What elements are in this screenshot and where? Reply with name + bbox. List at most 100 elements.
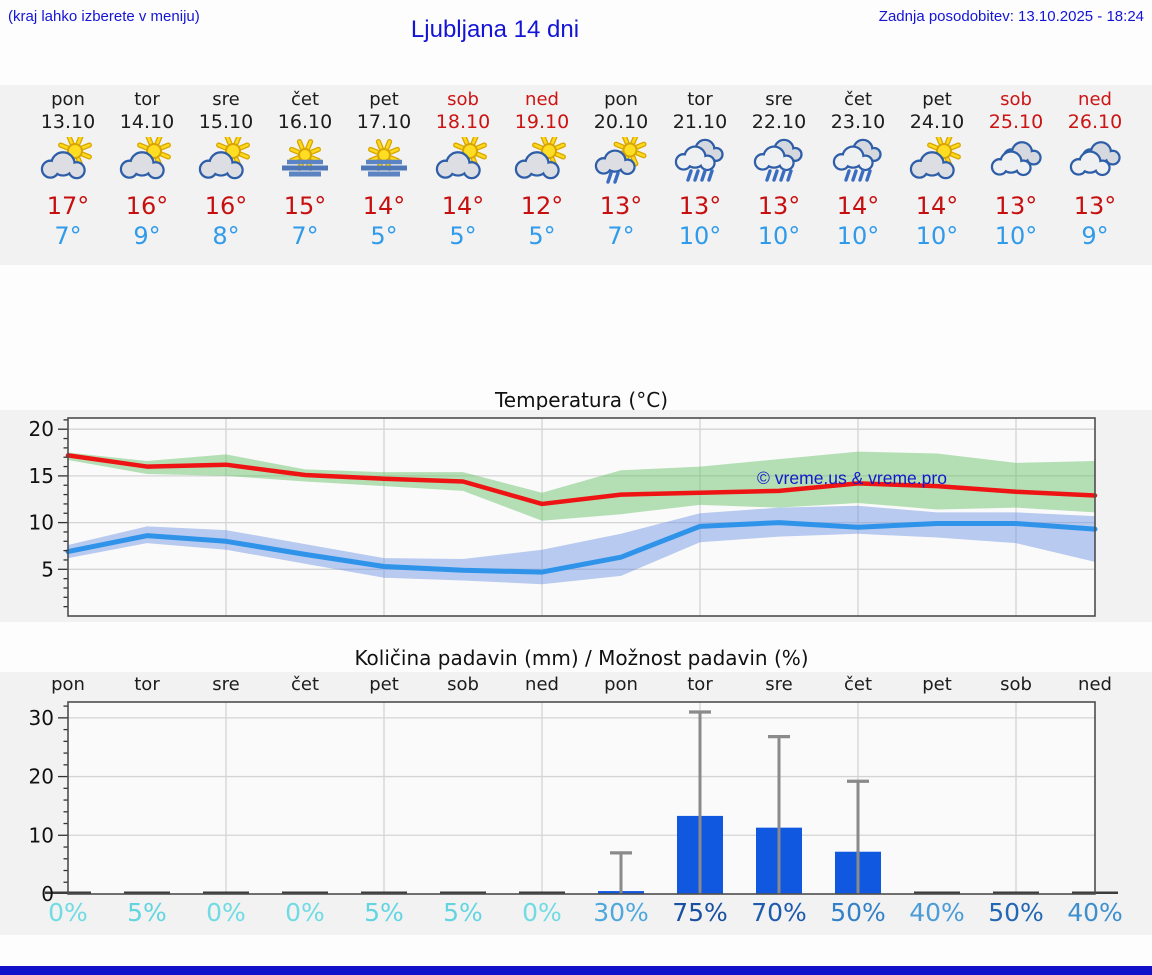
- precip-probability-label: 40%: [1067, 898, 1123, 927]
- y-tick-label: 5: [41, 557, 54, 581]
- day-date: 17.10: [356, 111, 412, 133]
- low-temp-line: [65, 520, 1098, 575]
- forecast-day: pon 20.10 13° 7°: [582, 85, 661, 265]
- day-name: pon: [51, 89, 85, 110]
- cloudy-icon: [990, 141, 1042, 177]
- day-date: 18.10: [435, 111, 491, 133]
- temperature-chart-title: Temperatura (°C): [494, 388, 668, 412]
- low-temp: 5°: [528, 222, 556, 250]
- y-tick-label: 10: [29, 823, 54, 847]
- y-tick-label: 30: [29, 706, 54, 730]
- day-name: čet: [843, 89, 873, 110]
- precip-zero-mark: [124, 891, 170, 894]
- precip-probability-label: 50%: [830, 898, 886, 927]
- partly-cloudy-icon: [435, 134, 487, 180]
- precip-zero-mark: [440, 891, 486, 894]
- partly-cloudy-icon: [198, 134, 250, 180]
- low-temp: 9°: [133, 222, 161, 250]
- watermark-link[interactable]: © vreme.us & vreme.pro: [757, 468, 947, 488]
- precip-day-label: pon: [51, 674, 85, 695]
- precip-probability-label: 0%: [48, 898, 88, 927]
- precip-percent-row: 0% 5% 0% 0% 5% 5% 0% 30% 75% 70% 50% 40% 50% 40%: [0, 898, 1152, 934]
- day-name: sre: [212, 89, 240, 110]
- precip-day-label: tor: [134, 674, 160, 695]
- low-temp: 5°: [449, 222, 477, 250]
- weather-icon: [513, 134, 571, 185]
- high-temp: 16°: [125, 192, 169, 220]
- day-date: 19.10: [514, 111, 570, 133]
- high-temp: 14°: [836, 192, 880, 220]
- precip-day-label: tor: [687, 674, 713, 695]
- fog-sun-icon: [282, 139, 328, 177]
- precip-probability-label: 30%: [593, 898, 649, 927]
- day-name: pet: [369, 89, 399, 110]
- day-date: 15.10: [198, 111, 254, 133]
- precip-probability-label: 0%: [206, 898, 246, 927]
- y-tick-label: 15: [29, 464, 54, 488]
- precip-probability-label: 5%: [127, 898, 167, 927]
- high-temp: 13°: [599, 192, 643, 220]
- precip-probability-label: 50%: [988, 898, 1044, 927]
- partly-cloudy-icon: [909, 134, 961, 180]
- precip-day-label: sob: [1000, 674, 1032, 695]
- forecast-day: sob 18.10 14° 5°: [424, 85, 503, 265]
- precip-zero-mark: [519, 891, 565, 894]
- day-date: 23.10: [830, 111, 886, 133]
- precip-probability-label: 5%: [443, 898, 483, 927]
- low-temp: 5°: [370, 222, 398, 250]
- forecast-day: sre 15.10 16° 8°: [187, 85, 266, 265]
- last-updated-text: Zadnja posodobitev: 13.10.2025 - 18:24: [878, 8, 1144, 25]
- weather-icon: [750, 137, 808, 185]
- precip-day-label: ned: [1078, 674, 1112, 695]
- low-temp: 10°: [836, 222, 880, 250]
- day-name: tor: [134, 89, 160, 110]
- sun-cloud-rain-icon: [594, 133, 647, 184]
- high-temp: 15°: [283, 192, 327, 220]
- high-temp: 14°: [915, 192, 959, 220]
- precip-day-labels: pon tor sre čet pet sob ned pon tor sre čet pet sob n…: [0, 674, 1152, 698]
- forecast-day: tor 14.10 16° 9°: [108, 85, 187, 265]
- day-name: pet: [922, 89, 952, 110]
- day-name: sob: [447, 89, 479, 110]
- y-tick-label: 20: [29, 417, 54, 441]
- low-temp: 7°: [54, 222, 82, 250]
- forecast-day: pet 24.10 14° 10°: [898, 85, 977, 265]
- precip-zero-mark: [993, 891, 1039, 894]
- day-date: 21.10: [672, 111, 728, 133]
- partly-cloudy-icon: [40, 134, 92, 180]
- low-temp: 7°: [607, 222, 635, 250]
- footer-bar: [0, 966, 1152, 975]
- cloudy-icon: [1069, 141, 1121, 177]
- fog-sun-icon: [361, 139, 407, 177]
- precip-zero-mark: [282, 891, 328, 894]
- weather-icon: [434, 134, 492, 185]
- weather-icon: [39, 134, 97, 185]
- low-temp: 10°: [994, 222, 1038, 250]
- day-name: tor: [687, 89, 713, 110]
- day-date: 14.10: [119, 111, 175, 133]
- day-name: sre: [765, 89, 793, 110]
- y-tick-label: 10: [29, 511, 54, 535]
- precip-day-label: pon: [604, 674, 638, 695]
- high-temp: 13°: [757, 192, 801, 220]
- low-temp: 10°: [678, 222, 722, 250]
- high-temp: 13°: [994, 192, 1038, 220]
- precip-day-label: pet: [922, 674, 952, 695]
- day-date: 13.10: [40, 111, 96, 133]
- precip-probability-label: 0%: [285, 898, 325, 927]
- precip-day-label: čet: [843, 674, 873, 695]
- forecast-strip: pon 13.10 17° 7° tor 14.10: [0, 85, 1152, 265]
- day-name: ned: [525, 89, 559, 110]
- precip-probability-label: 70%: [751, 898, 807, 927]
- precip-zero-mark: [914, 891, 960, 894]
- precip-day-label: sre: [765, 674, 793, 695]
- weather-icon: [197, 134, 255, 185]
- page-title: Ljubljana 14 dni: [410, 16, 580, 43]
- precipitation-chart: 0 10 20 30: [29, 701, 1118, 904]
- precip-day-label: sob: [447, 674, 479, 695]
- day-name: ned: [1078, 89, 1112, 110]
- low-temp: 10°: [757, 222, 801, 250]
- high-temp: 14°: [441, 192, 485, 220]
- day-date: 22.10: [751, 111, 807, 133]
- forecast-day: ned 19.10 12° 5°: [503, 85, 582, 265]
